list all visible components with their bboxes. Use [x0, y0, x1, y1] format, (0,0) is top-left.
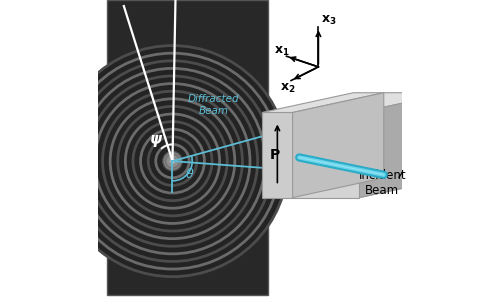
Ellipse shape: [164, 152, 182, 170]
Text: $\mathbf{x_1}$: $\mathbf{x_1}$: [274, 45, 290, 58]
Polygon shape: [262, 93, 384, 112]
Ellipse shape: [88, 76, 258, 246]
Ellipse shape: [170, 159, 174, 163]
Ellipse shape: [72, 61, 273, 261]
Ellipse shape: [57, 46, 288, 277]
Polygon shape: [360, 93, 450, 198]
Ellipse shape: [118, 106, 227, 216]
Ellipse shape: [64, 53, 280, 269]
Text: Diffracted
Beam: Diffracted Beam: [188, 95, 240, 116]
Bar: [107, 0, 268, 295]
Ellipse shape: [156, 144, 189, 178]
Ellipse shape: [133, 122, 212, 201]
Ellipse shape: [148, 137, 197, 185]
Ellipse shape: [170, 158, 175, 164]
Ellipse shape: [110, 99, 235, 223]
Polygon shape: [292, 93, 384, 198]
Ellipse shape: [95, 84, 250, 239]
Polygon shape: [292, 93, 450, 112]
Ellipse shape: [80, 68, 265, 254]
Text: ψ: ψ: [150, 133, 162, 147]
Text: Incident
Beam: Incident Beam: [358, 169, 406, 197]
Ellipse shape: [166, 155, 178, 167]
Bar: [262, 112, 292, 198]
Ellipse shape: [126, 114, 220, 208]
Text: $\mathbf{x_2}$: $\mathbf{x_2}$: [280, 81, 296, 95]
Ellipse shape: [102, 91, 242, 231]
Text: $\mathbf{x_3}$: $\mathbf{x_3}$: [321, 14, 336, 27]
Bar: [292, 112, 360, 198]
Text: P: P: [270, 148, 280, 162]
Ellipse shape: [140, 129, 204, 193]
Text: θ: θ: [186, 168, 194, 181]
Polygon shape: [292, 178, 450, 198]
